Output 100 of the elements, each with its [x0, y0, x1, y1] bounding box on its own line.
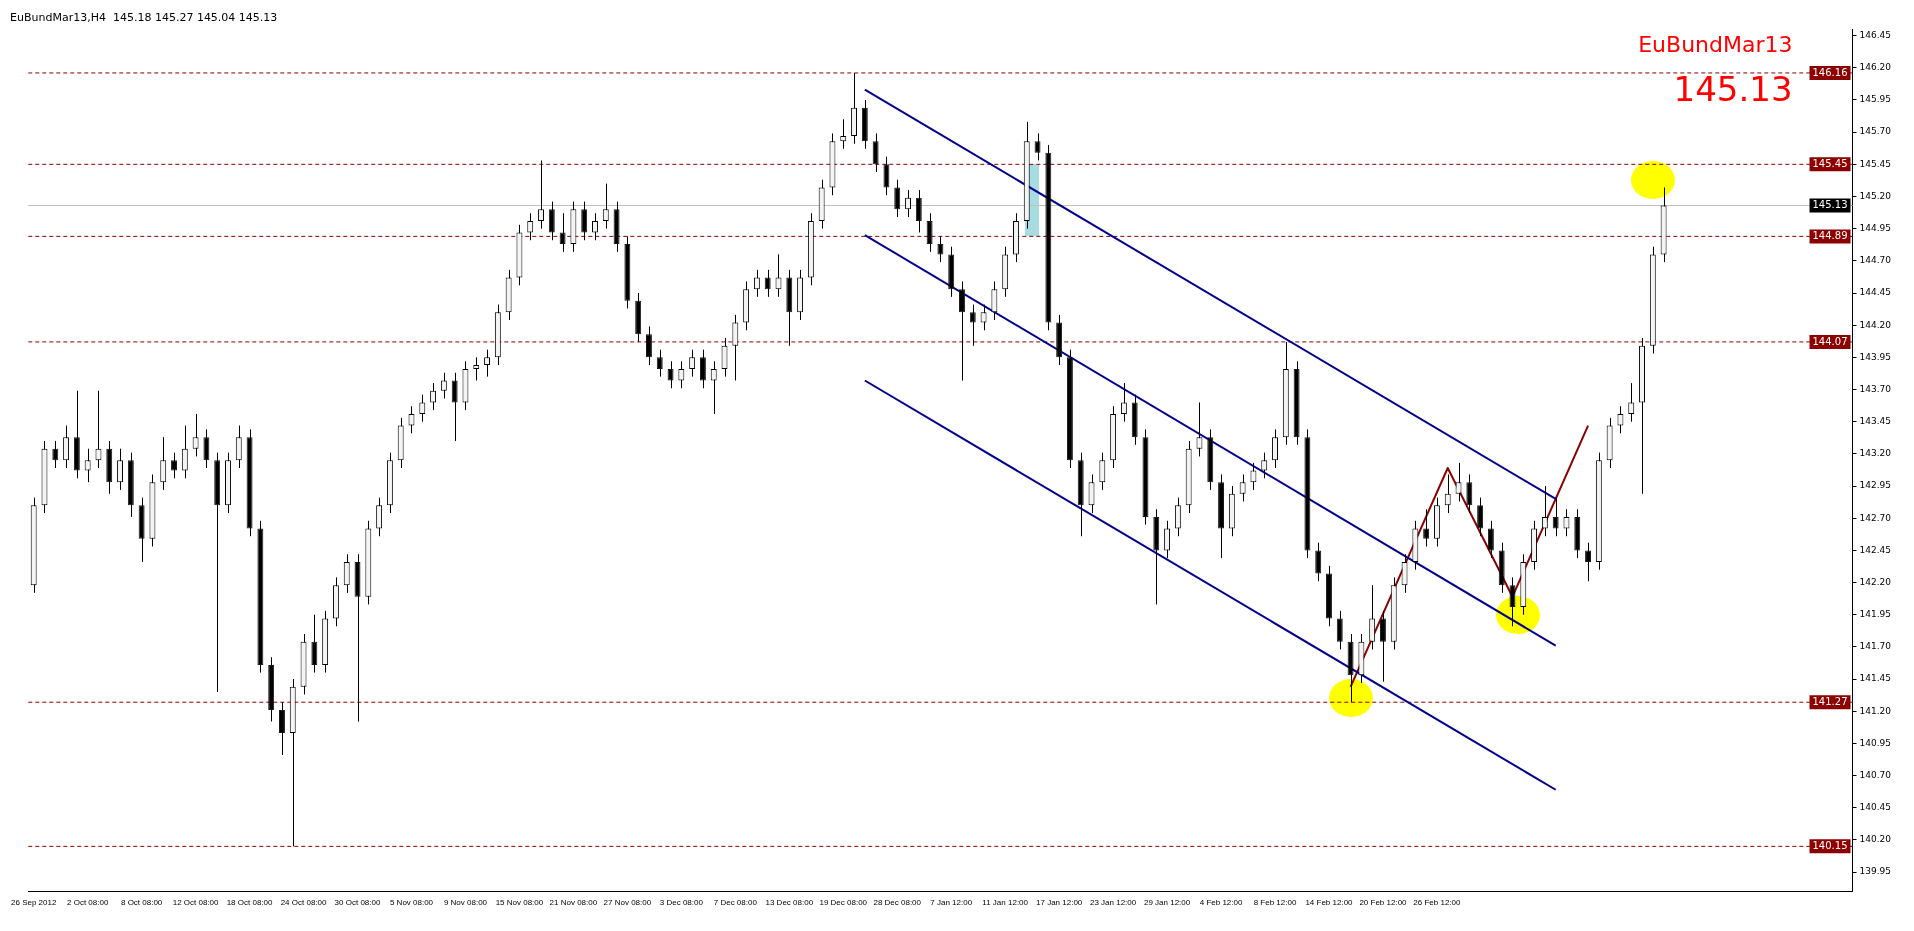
- candlestick: [63, 425, 70, 469]
- y-tick-label: 142.20: [1859, 576, 1892, 587]
- candlestick: [52, 440, 59, 469]
- ref-line-label: 145.13: [1812, 199, 1848, 211]
- candlestick: [451, 372, 458, 442]
- x-tick-label: 13 Dec 08:00: [765, 898, 814, 908]
- y-tick-label: 144.20: [1859, 319, 1892, 330]
- candlestick: [343, 553, 350, 594]
- y-tick-label: 145.95: [1859, 94, 1892, 105]
- candlestick: [872, 132, 879, 173]
- x-tick-label: 11 Jan 12:00: [982, 898, 1029, 908]
- y-tick-label: 143.95: [1859, 351, 1892, 362]
- y-tick-label: 142.70: [1859, 512, 1892, 523]
- x-tick-label: 9 Nov 08:00: [443, 898, 488, 908]
- candlestick: [602, 183, 609, 230]
- y-tick-label: 145.70: [1859, 126, 1892, 137]
- candlestick: [926, 212, 933, 253]
- candlestick: [937, 235, 944, 263]
- y-tick-label: 142.95: [1859, 480, 1892, 491]
- candlestick: [905, 189, 911, 218]
- x-tick-label: 7 Jan 12:00: [930, 898, 973, 908]
- candlestick: [1261, 452, 1268, 479]
- y-tick-label: 143.20: [1859, 448, 1892, 459]
- candlestick: [894, 179, 901, 218]
- candlestick: [1617, 405, 1624, 434]
- ref-line-label: 144.07: [1812, 335, 1848, 347]
- candlestick: [235, 425, 242, 469]
- candlestick: [117, 448, 124, 491]
- y-tick-label: 141.70: [1859, 641, 1892, 652]
- x-tick-label: 28 Dec 08:00: [873, 898, 922, 908]
- candlestick: [689, 349, 696, 378]
- candlestick: [84, 448, 91, 483]
- y-tick-label: 143.70: [1859, 383, 1892, 394]
- x-tick-label: 30 Oct 08:00: [334, 898, 381, 908]
- x-tick-label: 15 Nov 08:00: [495, 898, 544, 908]
- candlestick: [1034, 132, 1041, 161]
- x-tick-label: 20 Feb 12:00: [1359, 898, 1408, 908]
- candlestick: [764, 269, 771, 298]
- y-tick-label: 141.45: [1859, 673, 1892, 684]
- x-tick-label: 26 Sep 2012: [11, 898, 57, 908]
- x-tick-label: 21 Nov 08:00: [549, 898, 598, 908]
- candlestick: [656, 349, 663, 378]
- candlestick: [1250, 462, 1257, 491]
- candlestick: [592, 212, 598, 241]
- ref-line-label: 144.89: [1812, 229, 1848, 241]
- y-tick-label: 140.20: [1859, 834, 1892, 845]
- y-tick-label: 140.70: [1859, 769, 1892, 780]
- candlestick: [959, 280, 965, 382]
- candlestick: [732, 314, 739, 382]
- candlestick: [1541, 485, 1548, 537]
- candlestick: [710, 360, 717, 415]
- x-tick-label: 24 Oct 08:00: [280, 898, 327, 908]
- candlestick: [969, 304, 976, 347]
- candlestick: [1174, 497, 1181, 537]
- y-tick-label: 141.95: [1859, 609, 1892, 620]
- x-tick-label: 17 Jan 12:00: [1036, 898, 1083, 908]
- candlestick: [440, 372, 447, 400]
- ref-line-label: 145.45: [1812, 157, 1848, 169]
- x-tick-label: 14 Feb 12:00: [1305, 898, 1354, 908]
- y-tick-label: 144.70: [1859, 255, 1892, 266]
- candlestick: [1552, 497, 1559, 537]
- candlestick: [1563, 508, 1570, 537]
- candlestick: [1444, 473, 1451, 514]
- y-tick-label: 140.45: [1859, 802, 1892, 813]
- ref-line-label: 140.15: [1812, 839, 1848, 851]
- candlestick: [160, 436, 167, 491]
- candlestick: [311, 614, 318, 674]
- y-tick-label: 146.20: [1859, 62, 1892, 73]
- candlestick: [1423, 508, 1430, 548]
- y-tick-label: 144.45: [1859, 287, 1892, 298]
- candlestick: [678, 360, 685, 389]
- candlestick: [1380, 610, 1386, 683]
- y-tick-label: 139.95: [1859, 866, 1892, 877]
- x-tick-label: 8 Oct 08:00: [120, 898, 163, 908]
- candlestick: [203, 428, 210, 469]
- candlestick: [991, 280, 998, 321]
- candlestick: [667, 360, 674, 389]
- candlestick: [473, 356, 480, 382]
- candlestick: [1585, 542, 1592, 582]
- y-tick-label: 144.95: [1859, 223, 1892, 234]
- candlestick: [1099, 452, 1106, 491]
- candlestick: [538, 159, 544, 230]
- candlestick: [1239, 473, 1246, 502]
- y-tick-label: 143.45: [1859, 416, 1892, 427]
- candlestick: [376, 497, 383, 537]
- y-tick-label: 140.95: [1859, 737, 1892, 748]
- candlestick: [699, 349, 706, 389]
- candlestick: [915, 189, 922, 234]
- x-tick-label: 19 Dec 08:00: [819, 898, 868, 908]
- candlestick: [980, 304, 987, 331]
- ref-line-label: 141.27: [1812, 695, 1848, 707]
- candlestick: [645, 325, 652, 366]
- candlestick: [581, 201, 588, 241]
- x-tick-label: 4 Feb 12:00: [1199, 898, 1243, 908]
- chart-title: EuBundMar13,H4 145.18 145.27 145.04 145.13: [10, 11, 278, 25]
- candlestick: [1120, 382, 1127, 423]
- x-tick-label: 3 Dec 08:00: [659, 898, 704, 908]
- y-tick-label: 141.20: [1859, 705, 1892, 716]
- candlestick: [1196, 401, 1203, 457]
- x-tick-label: 12 Oct 08:00: [172, 898, 220, 908]
